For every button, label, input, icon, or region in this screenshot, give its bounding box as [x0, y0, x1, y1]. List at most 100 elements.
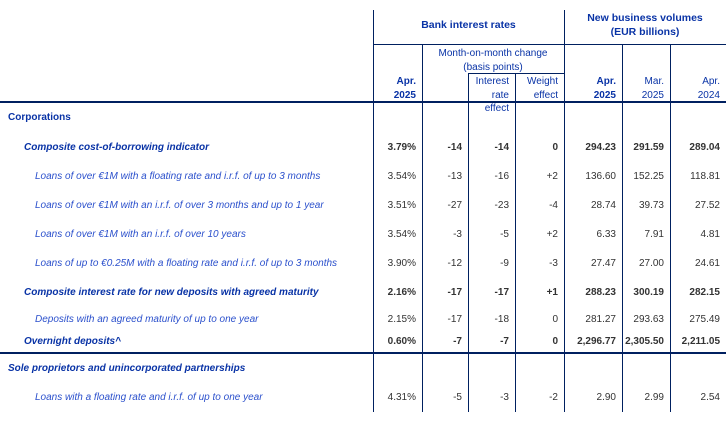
volume-apr24-cell: 27.52: [670, 191, 726, 220]
volume-apr24-cell: 275.49: [670, 307, 726, 332]
volume-apr25-cell: 288.23: [564, 278, 622, 307]
weight-effect-cell: [515, 103, 564, 133]
rate-cell: 2.16%: [373, 278, 422, 307]
row-label: Composite cost-of-borrowing indicator: [24, 142, 209, 153]
volume-mar25-cell: 2,305.50: [622, 332, 670, 352]
rate-cell: 4.31%: [373, 383, 422, 412]
table-row: Composite cost-of-borrowing indicator 3.…: [0, 133, 726, 162]
volume-apr24-cell: 4.81: [670, 220, 726, 249]
rate-cell: 2.15%: [373, 307, 422, 332]
volume-apr25-cell: 2,296.77: [564, 332, 622, 352]
table-row: Loans of over €1M with an i.r.f. of over…: [0, 220, 726, 249]
column-header-volume-apr-2025: Apr. 2025: [593, 76, 616, 101]
group-header-volumes-line1: New business volumes: [587, 12, 703, 24]
volume-apr25-cell: 2.90: [564, 383, 622, 412]
change-cell: -14: [422, 133, 468, 162]
weight-effect-cell: +2: [515, 220, 564, 249]
row-label: Overnight deposits^: [24, 336, 121, 347]
change-cell: [422, 354, 468, 383]
rate-effect-cell: -14: [468, 133, 515, 162]
change-cell: -17: [422, 278, 468, 307]
table-row: Loans with a floating rate and i.r.f. of…: [0, 383, 726, 412]
volume-mar25-cell: 2.99: [622, 383, 670, 412]
divider-vol1-vol2: [622, 44, 623, 103]
divider-ireffect-weight: [515, 73, 516, 103]
column-header-interest-rate-effect: Interest rate effect: [475, 76, 509, 114]
table-row: Loans of up to €0.25M with a floating ra…: [0, 249, 726, 278]
weight-effect-cell: 0: [515, 332, 564, 352]
volume-apr25-cell: 6.33: [564, 220, 622, 249]
weight-effect-cell: 0: [515, 133, 564, 162]
table-body: Corporations Composite cost-of-borrowing…: [0, 103, 726, 412]
header-rule-under-mom: [468, 73, 564, 74]
mom-change-line2: (basis points): [463, 61, 523, 73]
row-label: Loans of over €1M with an i.r.f. of over…: [35, 229, 246, 240]
change-cell: -3: [422, 220, 468, 249]
row-label: Deposits with an agreed maturity of up t…: [35, 314, 259, 325]
volume-mar25-cell: 27.00: [622, 249, 670, 278]
volume-apr25-cell: 27.47: [564, 249, 622, 278]
group-header-new-business-volumes: New business volumes (EUR billions): [564, 12, 726, 39]
volume-apr24-cell: [670, 103, 726, 133]
volume-mar25-cell: 293.63: [622, 307, 670, 332]
rate-effect-cell: -16: [468, 162, 515, 191]
rate-effect-cell: -7: [468, 332, 515, 352]
volume-apr24-cell: 118.81: [670, 162, 726, 191]
volume-mar25-cell: 39.73: [622, 191, 670, 220]
row-label: Composite interest rate for new deposits…: [24, 287, 319, 298]
rate-cell: 3.90%: [373, 249, 422, 278]
volume-mar25-cell: 300.19: [622, 278, 670, 307]
row-label: Corporations: [8, 112, 71, 123]
change-cell: -5: [422, 383, 468, 412]
volume-mar25-cell: [622, 354, 670, 383]
change-cell: -7: [422, 332, 468, 352]
table-row: Overnight deposits^ 0.60% -7 -7 0 2,296.…: [0, 332, 726, 352]
column-header-rate-apr-2025: Apr. 2025: [393, 76, 416, 101]
table-row: Corporations: [0, 103, 726, 133]
rate-cell: [373, 354, 422, 383]
mom-change-line1: Month-on-month change: [438, 48, 548, 59]
rate-effect-cell: [468, 103, 515, 133]
group-header-bank-interest-rates: Bank interest rates: [421, 19, 516, 31]
row-label: Loans of up to €0.25M with a floating ra…: [35, 258, 338, 269]
volume-apr24-cell: 2.54: [670, 383, 726, 412]
change-cell: -17: [422, 307, 468, 332]
volume-apr24-cell: 289.04: [670, 133, 726, 162]
volume-mar25-cell: 7.91: [622, 220, 670, 249]
table-row: Loans of over €1M with a floating rate a…: [0, 162, 726, 191]
volume-mar25-cell: 152.25: [622, 162, 670, 191]
weight-effect-cell: 0: [515, 307, 564, 332]
rate-effect-cell: -17: [468, 278, 515, 307]
rate-cell: 3.54%: [373, 162, 422, 191]
rate-cell: 3.51%: [373, 191, 422, 220]
volume-apr25-cell: 136.60: [564, 162, 622, 191]
rate-effect-cell: -5: [468, 220, 515, 249]
weight-effect-cell: -2: [515, 383, 564, 412]
rate-effect-cell: [468, 354, 515, 383]
weight-effect-cell: [515, 354, 564, 383]
section-divider-rule: [0, 352, 726, 354]
volume-apr24-cell: 282.15: [670, 278, 726, 307]
divider-rates-volumes: [564, 10, 565, 103]
divider-change-ireffect: [468, 73, 469, 103]
header-rule-under-groups: [373, 44, 726, 45]
divider-rate-mom: [422, 44, 423, 103]
column-header-volume-mar-2025: Mar. 2025: [641, 76, 664, 101]
change-cell: -27: [422, 191, 468, 220]
volume-apr25-cell: 281.27: [564, 307, 622, 332]
volume-mar25-cell: 291.59: [622, 133, 670, 162]
volume-apr24-cell: 2,211.05: [670, 332, 726, 352]
volume-apr24-cell: [670, 354, 726, 383]
rate-effect-cell: -18: [468, 307, 515, 332]
weight-effect-cell: -3: [515, 249, 564, 278]
rate-cell: 0.60%: [373, 332, 422, 352]
rate-effect-cell: -3: [468, 383, 515, 412]
group-header-volumes-line2: (EUR billions): [610, 25, 680, 38]
table-row: Composite interest rate for new deposits…: [0, 278, 726, 307]
weight-effect-cell: -4: [515, 191, 564, 220]
change-cell: [422, 103, 468, 133]
row-label: Sole proprietors and unincorporated part…: [8, 363, 246, 374]
change-cell: -13: [422, 162, 468, 191]
weight-effect-cell: +2: [515, 162, 564, 191]
